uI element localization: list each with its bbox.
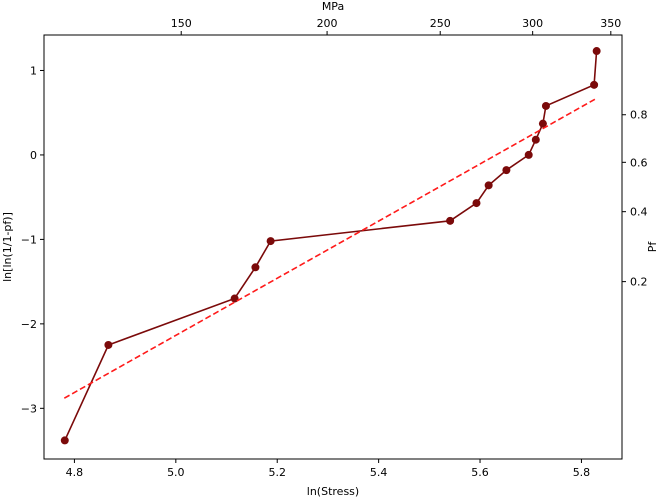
data-point	[524, 150, 533, 159]
x-tick-label: 4.8	[66, 466, 84, 479]
series-layer	[60, 47, 601, 445]
data-point	[592, 47, 601, 56]
x-axis-title: ln(Stress)	[307, 485, 359, 498]
data-point	[541, 101, 550, 110]
data-point	[590, 80, 599, 89]
data-point	[60, 436, 69, 445]
data-point	[251, 263, 260, 272]
fit-line	[63, 97, 597, 399]
right-tick-label: 0.8	[630, 109, 648, 122]
y-tick-label: −2	[21, 318, 37, 331]
top-tick-label: 150	[171, 17, 192, 30]
y-tick-label: 0	[30, 149, 37, 162]
right-axis-title: Pf	[646, 241, 659, 253]
y-tick-label: −3	[21, 402, 37, 415]
data-point	[484, 181, 493, 190]
right-tick-label: 0.2	[630, 276, 648, 289]
data-point	[104, 340, 113, 349]
top-tick-label: 200	[317, 17, 338, 30]
data-point	[446, 216, 455, 225]
data-point	[538, 119, 547, 128]
y-tick-label: −1	[21, 233, 37, 246]
right-tick-label: 0.4	[630, 206, 648, 219]
x-tick-label: 5.4	[370, 466, 388, 479]
data-point	[266, 237, 275, 246]
x-tick-label: 5.8	[573, 466, 591, 479]
top-tick-label: 300	[522, 17, 543, 30]
x-tick-label: 5.0	[167, 466, 185, 479]
y-axis-title: ln[ln(1/1-pf)]	[1, 212, 14, 282]
data-point	[502, 166, 511, 175]
data-point	[472, 199, 481, 208]
x-tick-label: 5.2	[268, 466, 286, 479]
right-tick-label: 0.6	[630, 156, 648, 169]
top-axis-title: MPa	[322, 0, 344, 13]
y-tick-label: 1	[30, 64, 37, 77]
ticks-layer: 4.8 5.0 5.2 5.4 5.6 5.8 −3 −2 −1 0 1 150 200 250 300 35…	[21, 17, 648, 479]
top-tick-label: 250	[430, 17, 451, 30]
x-tick-label: 5.6	[471, 466, 489, 479]
top-tick-label: 350	[600, 17, 621, 30]
data-point	[531, 135, 540, 144]
